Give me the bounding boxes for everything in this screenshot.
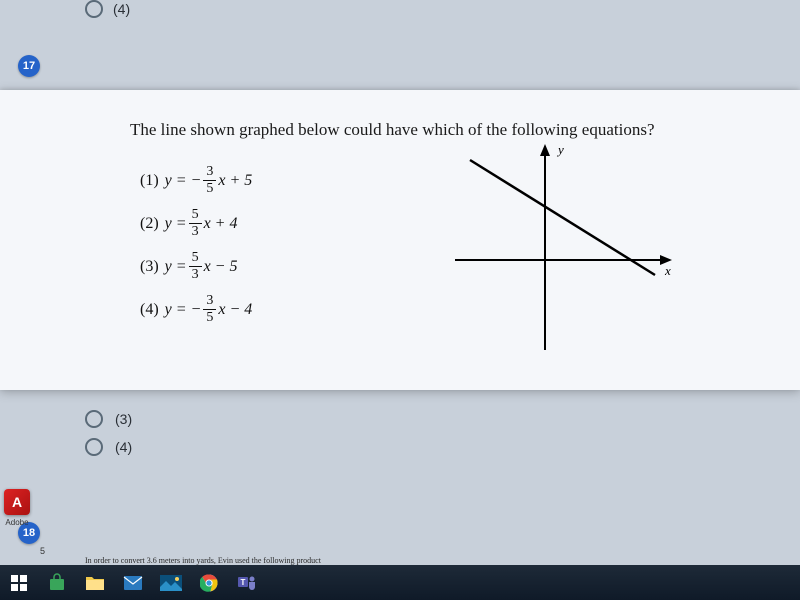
taskbar-chrome[interactable] [194,569,224,597]
radio-icon [85,410,103,428]
option-label: (4) [115,439,132,455]
fraction: 3 5 [203,165,216,196]
svg-text:y: y [556,142,564,157]
question-17-card: The line shown graphed below could have … [0,90,800,390]
prev-option-4[interactable]: (4) [85,0,130,18]
start-button[interactable] [4,569,34,597]
mail-icon [123,575,143,591]
taskbar-file-explorer[interactable] [80,569,110,597]
answer-option-3[interactable]: (3) [85,410,132,428]
adobe-icon-letter: A [12,494,22,510]
fraction: 5 3 [189,208,202,239]
adobe-desktop-icon[interactable]: A [4,489,30,515]
question-17-prompt: The line shown graphed below could have … [130,120,655,140]
line-graph: y x [440,140,680,360]
equation-1: (1) y = − 3 5 x + 5 [140,165,252,196]
question-17-badge: 17 [18,55,40,77]
taskbar-photos[interactable] [156,569,186,597]
radio-icon [85,0,103,18]
equation-2: (2) y = 5 3 x + 4 [140,208,252,239]
svg-text:x: x [664,263,671,278]
windows-icon [11,575,27,591]
teams-icon: T [237,573,257,593]
store-icon [47,573,67,593]
answer-option-4[interactable]: (4) [85,438,132,456]
folder-icon [85,574,105,592]
chrome-icon [200,574,218,592]
photos-icon [160,575,182,591]
equation-3: (3) y = 5 3 x − 5 [140,251,252,282]
taskbar-teams[interactable]: T [232,569,262,597]
option-label: (3) [115,411,132,427]
desktop: (4) 17 The line shown graphed below coul… [0,0,800,600]
equation-4: (4) y = − 3 5 x − 4 [140,294,252,325]
fraction: 5 3 [189,251,202,282]
taskbar: T [0,565,800,600]
answer-options: (3) (4) [85,410,132,466]
taskbar-mail[interactable] [118,569,148,597]
svg-text:T: T [241,578,246,587]
adobe-desktop-label: Adobe [2,518,32,527]
equation-list: (1) y = − 3 5 x + 5 (2) y = 5 3 [140,165,252,337]
radio-icon [85,438,103,456]
prev-option-label: (4) [113,1,130,17]
fraction: 3 5 [203,294,216,325]
taskbar-store[interactable] [42,569,72,597]
q18-number: 18 [23,527,35,539]
q17-number: 17 [23,60,35,72]
question-18-text: In order to convert 3.6 meters into yard… [85,556,321,565]
q18-small: 5 [40,546,45,556]
page-area: (4) 17 The line shown graphed below coul… [0,0,800,565]
